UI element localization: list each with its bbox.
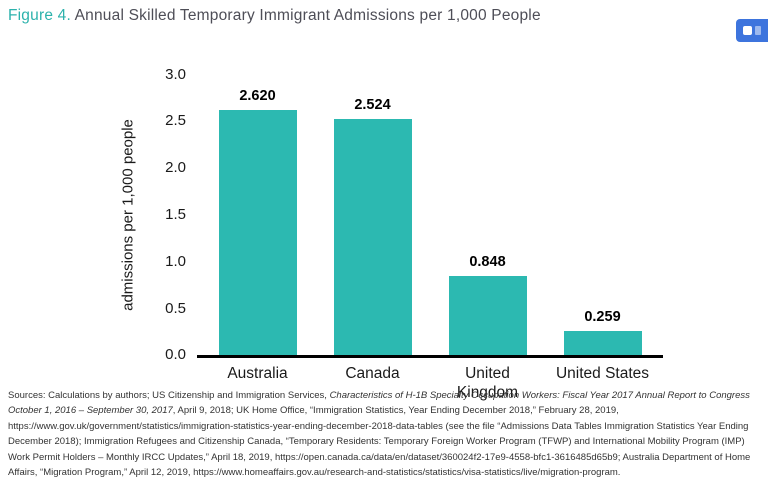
bar-group: 0.848	[448, 253, 527, 355]
bar-chart: admissions per 1,000 people 3.0 2.5 2.0 1.5…	[0, 30, 768, 401]
source-citation-text: , April 9, 2018; UK Home Office, “Immigr…	[8, 405, 751, 479]
bar-value-label: 2.620	[239, 87, 276, 104]
bar	[563, 330, 642, 355]
bar-value-label: 2.524	[354, 96, 391, 113]
bar	[448, 275, 527, 355]
screenshot-extension-badge[interactable]	[736, 19, 768, 42]
figure-title-text: Annual Skilled Temporary Immigrant Admis…	[70, 7, 541, 24]
bar-group: 2.620	[218, 87, 297, 355]
y-axis-title: admissions per 1,000 people	[119, 119, 137, 311]
bar-value-label: 0.848	[469, 253, 506, 270]
category-label: United Kingdom	[456, 365, 519, 402]
bar	[333, 118, 412, 355]
source-citation-italic: Characteristics of H-1B Specialty Occupa…	[8, 390, 750, 417]
category-label: Canada	[345, 365, 400, 382]
bar-group: 0.259	[563, 308, 642, 355]
bar	[218, 109, 297, 355]
bar-series: 2.620 2.524 0.848 0.259	[200, 74, 660, 355]
sources-note: Sources: Calculations by authors; US Cit…	[8, 388, 761, 481]
x-axis-category-labels: Australia Canada United Kingdom United Stat…	[200, 364, 660, 403]
category-label: United States	[555, 365, 650, 382]
x-axis-line	[197, 355, 663, 358]
bar-group: 2.524	[333, 96, 412, 355]
figure-number-label: Figure 4.	[8, 7, 71, 24]
source-citation-text: Sources: Calculations by authors; US Cit…	[8, 390, 330, 401]
figure-title: Figure 4. Annual Skilled Temporary Immig…	[8, 7, 541, 25]
category-label: Australia	[227, 365, 288, 382]
extension-icon-secondary	[755, 26, 761, 35]
extension-icon	[743, 26, 752, 35]
y-axis-tick-labels: 3.0 2.5 2.0 1.5 1.0 0.5 0.0	[165, 65, 186, 364]
bar-value-label: 0.259	[584, 308, 621, 325]
